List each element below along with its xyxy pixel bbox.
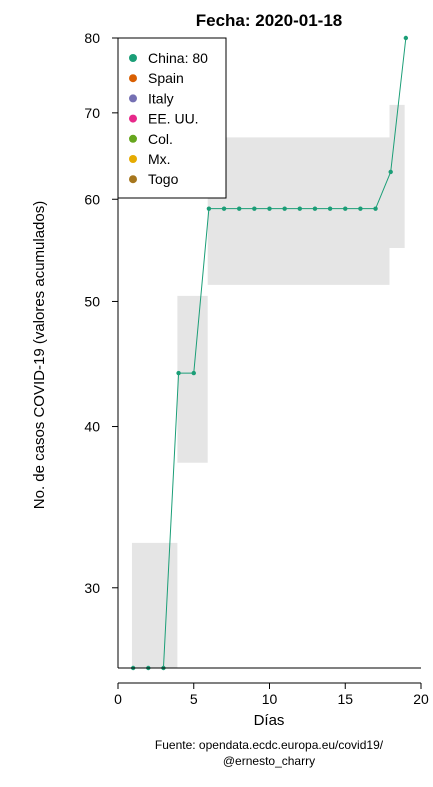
chart-title: Fecha: 2020-01-18 xyxy=(196,11,342,30)
y-axis-label: No. de casos COVID-19 (valores acumulado… xyxy=(31,201,48,509)
data-point xyxy=(403,35,409,41)
x-tick-label: 0 xyxy=(114,691,122,707)
data-point xyxy=(327,206,333,211)
legend: China: 80 Spain Italy EE. UU. Col. Mx. Togo xyxy=(117,37,227,199)
y-tick-label: 30 xyxy=(84,580,100,596)
data-point xyxy=(343,206,348,211)
data-point xyxy=(312,206,318,211)
x-tick-label: 15 xyxy=(337,691,353,707)
data-point xyxy=(252,206,257,211)
data-point xyxy=(221,206,227,211)
y-tick-label: 50 xyxy=(84,293,100,309)
legend-label: Spain xyxy=(148,70,184,86)
x-tick-label: 20 xyxy=(413,691,429,707)
legend-marker xyxy=(129,54,137,62)
y-tick-label: 40 xyxy=(84,419,100,435)
data-point xyxy=(297,206,302,211)
data-point xyxy=(358,206,363,211)
data-point xyxy=(176,370,181,376)
source-line-2: @ernesto_charry xyxy=(223,754,315,768)
legend-label: Italy xyxy=(148,90,174,106)
x-tick-label: 5 xyxy=(190,691,198,707)
data-point xyxy=(237,206,242,211)
plot-area xyxy=(130,35,409,671)
legend-label: Mx. xyxy=(148,151,171,167)
y-tick-label: 80 xyxy=(84,30,100,46)
x-tick-label: 10 xyxy=(262,691,278,707)
legend-marker xyxy=(129,134,137,143)
y-tick-label: 70 xyxy=(84,105,100,121)
data-point xyxy=(282,206,287,211)
data-point xyxy=(373,206,378,211)
legend-marker xyxy=(129,94,137,103)
legend-label: EE. UU. xyxy=(148,111,199,127)
legend-label: Col. xyxy=(148,131,173,147)
legend-marker xyxy=(129,155,137,163)
x-axis-label: Días xyxy=(254,712,285,729)
data-point xyxy=(388,169,393,175)
legend-marker xyxy=(129,175,137,184)
legend-label: Togo xyxy=(148,171,179,187)
legend-label: China: 80 xyxy=(148,50,208,66)
data-point xyxy=(267,206,272,211)
legend-marker xyxy=(129,74,137,83)
confidence-band xyxy=(131,38,406,668)
y-tick-label: 60 xyxy=(84,191,100,207)
data-point xyxy=(191,370,196,376)
data-point xyxy=(206,206,212,211)
source-line-1: Fuente: opendata.ecdc.europa.eu/covid19/ xyxy=(155,738,384,752)
legend-marker xyxy=(129,114,137,123)
